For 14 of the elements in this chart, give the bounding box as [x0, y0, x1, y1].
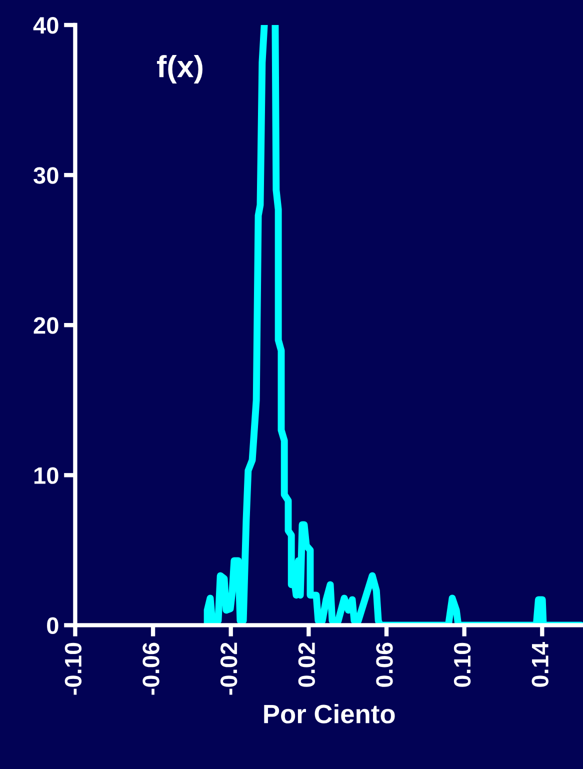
y-tick-label: 0 — [47, 617, 58, 634]
x-tick-label: -0.10 — [64, 642, 82, 695]
annotation: f(x) — [156, 55, 202, 84]
x-tick-label: 0.02 — [298, 642, 316, 687]
y-tick-label: 30 — [34, 167, 58, 184]
x-tick-label: 0.06 — [376, 642, 393, 687]
x-tick-label: 0.14 — [532, 642, 548, 687]
x-tick-label: 0.10 — [454, 642, 471, 687]
x-tick-label: -0.06 — [142, 642, 160, 695]
y-tick-label: 40 — [33, 17, 58, 34]
x-axis-title: Por Ciento — [264, 704, 395, 724]
y-tick-label: 20 — [34, 317, 58, 334]
x-tick-label: -0.02 — [220, 642, 238, 695]
y-tick-label: 10 — [34, 467, 58, 484]
